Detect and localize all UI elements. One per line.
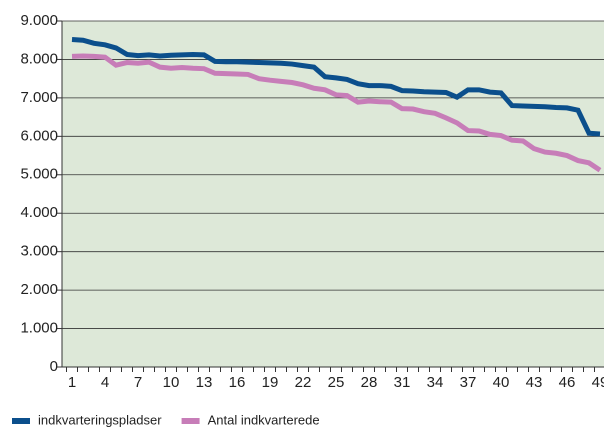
x-tick-label: 19: [262, 374, 279, 391]
x-tick-label: 40: [493, 374, 510, 391]
x-tick-label: 4: [101, 374, 109, 391]
x-tick-label: 13: [196, 374, 213, 391]
x-tick-label: 1: [68, 374, 76, 391]
legend-label: indkvarteringspladser: [38, 412, 162, 427]
x-tick-label: 49: [592, 374, 604, 391]
y-tick-label: 3.000: [20, 243, 58, 260]
x-tick-label: 46: [559, 374, 576, 391]
x-tick-label: 31: [394, 374, 411, 391]
plot-area: [62, 21, 604, 367]
x-tick-label: 16: [229, 374, 246, 391]
y-tick-label: 0: [50, 358, 58, 375]
x-tick-label: 7: [134, 374, 142, 391]
y-tick-label: 1.000: [20, 320, 58, 337]
line-series: [71, 36, 601, 137]
legend-swatch: [181, 418, 200, 424]
y-tick-label: 5.000: [20, 166, 58, 183]
y-tick-label: 4.000: [20, 204, 58, 221]
line-series: [71, 53, 602, 173]
x-tick-label: 10: [163, 374, 180, 391]
y-tick-label: 6.000: [20, 127, 58, 144]
x-tick-label: 37: [460, 374, 477, 391]
x-tick-label: 25: [328, 374, 345, 391]
y-tick-label: 7.000: [20, 89, 58, 106]
x-tick-label: 22: [295, 374, 312, 391]
x-tick-label: 28: [361, 374, 378, 391]
x-tick-label: 43: [526, 374, 543, 391]
x-tick-label: 34: [427, 374, 444, 391]
legend-swatch: [12, 418, 30, 424]
y-tick-label: 2.000: [20, 281, 58, 298]
y-tick-label: 9.000: [20, 12, 58, 29]
legend-label: Antal indkvarterede: [208, 412, 320, 427]
y-tick-label: 8.000: [20, 50, 58, 67]
